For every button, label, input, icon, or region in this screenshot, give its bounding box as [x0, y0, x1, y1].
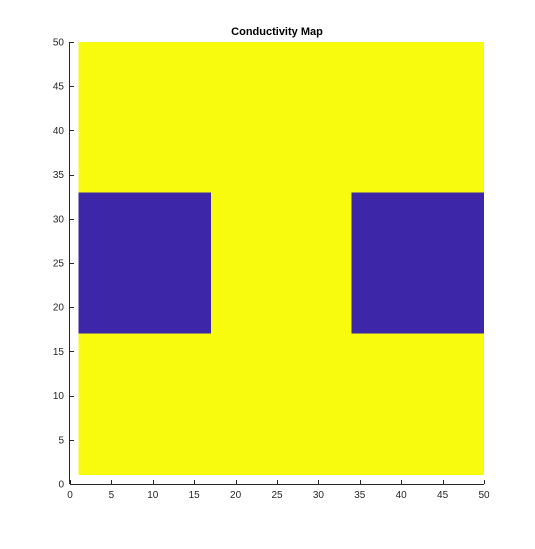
x-tick-label: 45 — [437, 490, 449, 501]
y-tick-label: 15 — [53, 347, 65, 358]
x-tick-label: 10 — [147, 490, 159, 501]
x-tick-label: 5 — [109, 490, 115, 501]
axes — [69, 42, 484, 485]
y-tick-label: 10 — [53, 391, 65, 402]
y-tick-label: 5 — [58, 435, 64, 446]
x-tick-label: 50 — [478, 490, 490, 501]
x-tick-label: 35 — [354, 490, 366, 501]
x-tick-label: 15 — [189, 490, 201, 501]
x-tick-label: 20 — [230, 490, 242, 501]
y-tick-label: 0 — [58, 480, 64, 491]
y-tick-label: 45 — [53, 82, 65, 93]
x-tick-label: 40 — [396, 490, 408, 501]
x-tick-label: 30 — [313, 490, 325, 501]
y-tick-label: 40 — [53, 126, 65, 137]
heatmap-region-2 — [351, 192, 484, 334]
chart-title: Conductivity Map — [231, 26, 323, 38]
x-tick-label: 25 — [271, 490, 283, 501]
y-tick-label: 30 — [53, 214, 65, 225]
heatmap-region-1 — [78, 192, 211, 334]
x-tick-label: 0 — [67, 490, 73, 501]
y-tick-label: 50 — [53, 38, 65, 49]
y-tick-label: 25 — [53, 259, 65, 270]
y-tick-label: 35 — [53, 170, 65, 181]
x-axis-ticks: 0 5 10 15 20 25 30 35 40 45 50 — [67, 480, 490, 501]
plot-cells — [78, 42, 484, 476]
y-axis-ticks: 0 5 10 15 20 25 30 35 40 45 50 — [53, 38, 74, 491]
y-tick-label: 20 — [53, 303, 65, 314]
